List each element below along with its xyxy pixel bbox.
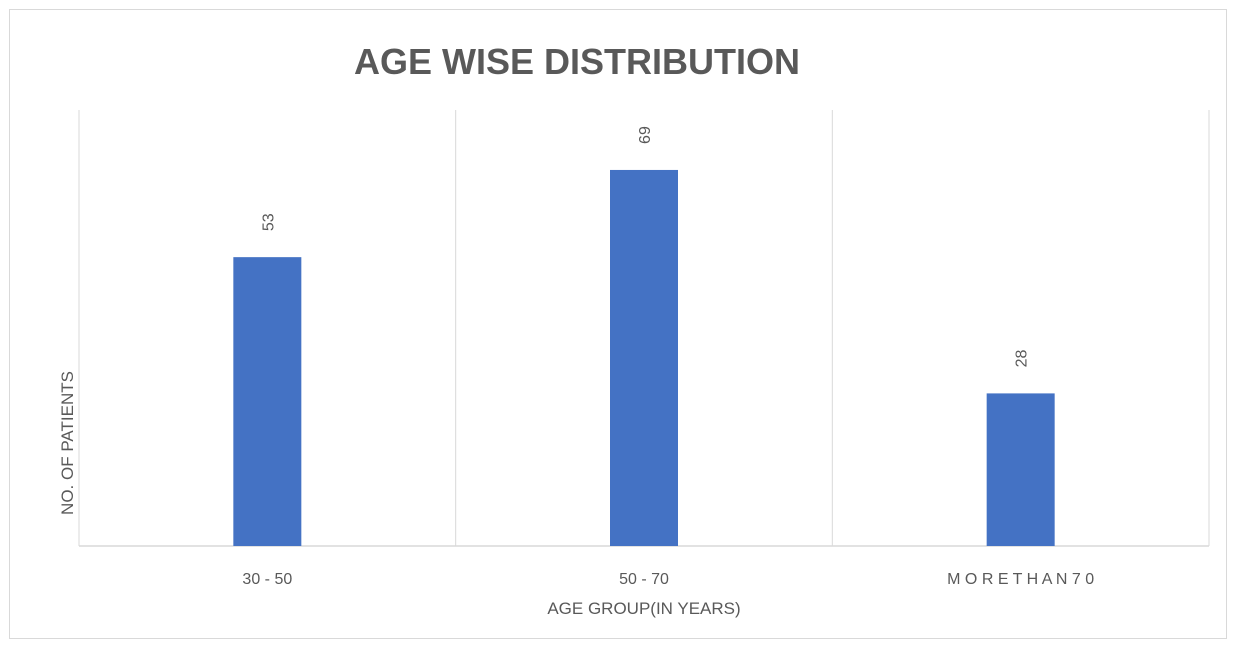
x-tick-label: 50 - 70 <box>619 571 669 588</box>
bar-value-label: 28 <box>1014 350 1031 368</box>
x-tick-labels: 30 - 50 50 - 70 M O R E T H A N 7 0 <box>242 571 1094 588</box>
bar <box>610 169 678 546</box>
bar-value-label: 53 <box>260 213 277 231</box>
bar-value-label: 69 <box>637 126 654 144</box>
chart-title: AGE WISE DISTRIBUTION <box>354 41 800 82</box>
y-axis-label: NO. OF PATIENTS <box>58 371 77 515</box>
bar <box>986 393 1055 546</box>
x-tick-label: 30 - 50 <box>242 571 292 588</box>
data-labels: 53 69 28 <box>260 126 1030 367</box>
bar <box>233 257 302 546</box>
x-tick-label: M O R E T H A N 7 0 <box>947 571 1094 588</box>
bars <box>233 169 1055 546</box>
x-axis-label: AGE GROUP(IN YEARS) <box>547 599 740 618</box>
grid-lines <box>78 110 1210 546</box>
